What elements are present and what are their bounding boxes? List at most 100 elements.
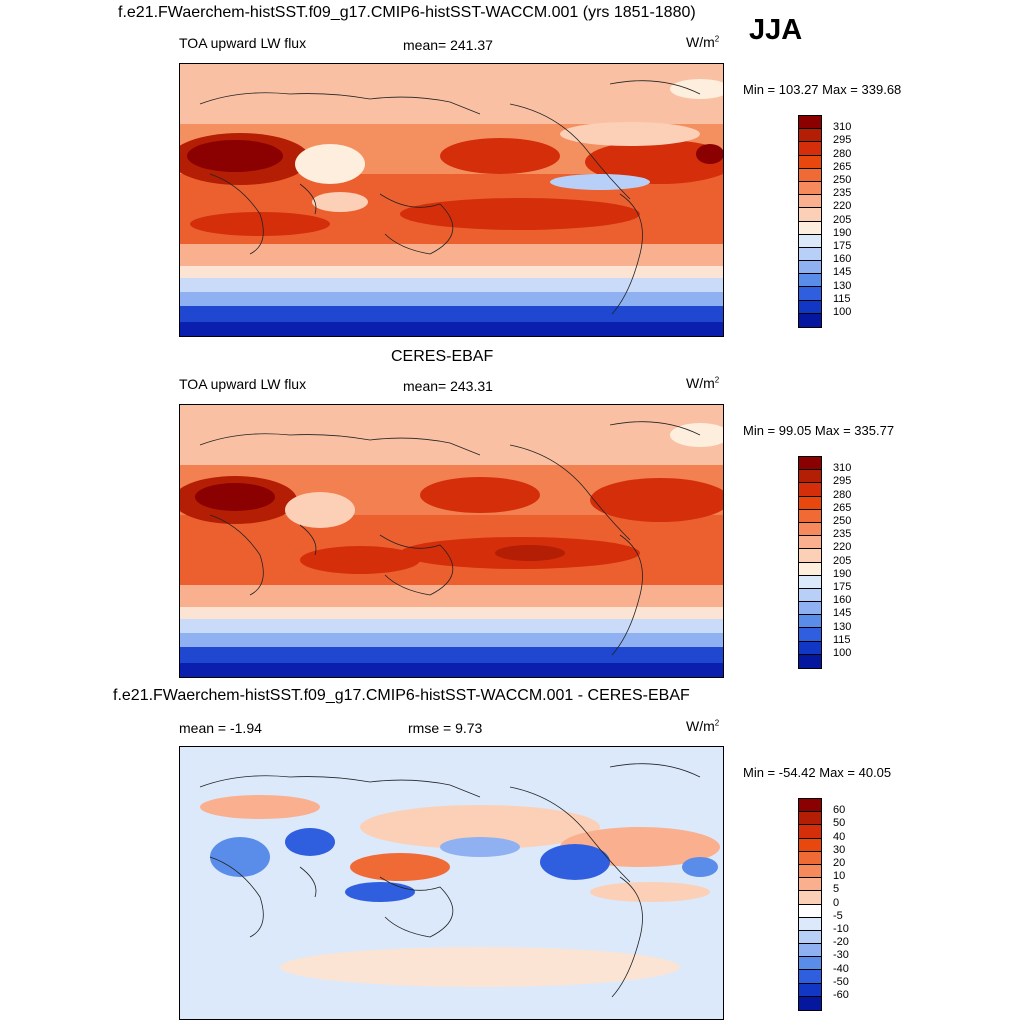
colorbar-swatch [799, 851, 821, 865]
colorbar-swatch [799, 195, 821, 209]
colorbar-swatch [799, 878, 821, 892]
colorbar-tick-label: 190 [833, 567, 852, 580]
colorbar-tick-label: 265 [833, 501, 852, 514]
colorbar-swatch [799, 983, 821, 997]
colorbar-swatch [799, 300, 821, 314]
colorbar-tick-label: 40 [833, 830, 846, 843]
colorbar-tick-label: 265 [833, 160, 852, 173]
map-obs [179, 404, 724, 678]
colorbar-swatch [799, 654, 821, 668]
colorbar-tick-label: 280 [833, 147, 852, 160]
colorbar-swatch [799, 221, 821, 235]
colorbar-swatch [799, 602, 821, 616]
panel-obs-minmax: Min = 99.05 Max = 335.77 [743, 423, 895, 438]
colorbar-tick-label: -30 [833, 949, 849, 962]
colorbar-swatch [799, 944, 821, 958]
colorbar-tick-label: 20 [833, 857, 846, 869]
colorbar-tick-label: 190 [833, 226, 852, 239]
colorbar-tick-label: 50 [833, 817, 846, 830]
panel-obs-left-label: TOA upward LW flux [179, 376, 307, 392]
colorbar-tick-label: -60 [833, 989, 849, 1001]
colorbar-tick-label: 115 [833, 633, 851, 646]
colorbar-swatch [799, 168, 821, 182]
colorbar-swatch [799, 470, 821, 484]
panel-obs-units: W/m2 [686, 375, 720, 391]
map-obs-field [180, 405, 723, 677]
colorbar-swatch [799, 509, 821, 523]
colorbar-tick-label: 60 [833, 804, 846, 817]
panel-diff-units: W/m2 [686, 718, 720, 734]
colorbar-tick-label: 205 [833, 554, 852, 567]
colorbar-tick-label: 205 [833, 213, 852, 226]
colorbar-tick-label: 5 [833, 883, 840, 896]
panel-diff-rmse-label: rmse = 9.73 [408, 720, 483, 736]
colorbar-tick-label: 175 [833, 240, 852, 252]
colorbar-tick-label: 235 [833, 187, 852, 200]
colorbar-tick-label: -40 [833, 962, 849, 975]
panel-model-minmax: Min = 103.27 Max = 339.68 [743, 82, 902, 97]
colorbar-swatch [799, 313, 821, 327]
colorbar-tick-label: 310 [833, 121, 852, 134]
colorbar-swatch [799, 930, 821, 945]
colorbar-tick-label: 160 [833, 594, 852, 607]
colorbar-swatch [799, 129, 821, 143]
colorbar-tick-label: 220 [833, 200, 852, 213]
colorbar-tick-label: 220 [833, 541, 852, 554]
colorbar-tick-label: 280 [833, 488, 852, 501]
colorbar-swatch [799, 181, 821, 196]
colorbar-tick-label: 235 [833, 528, 852, 541]
colorbar-tick-label: 100 [833, 306, 852, 318]
colorbar-swatch [799, 996, 821, 1010]
colorbar-swatch [799, 957, 821, 971]
map-model [179, 63, 724, 337]
panel-diff-minmax: Min = -54.42 Max = 40.05 [743, 765, 892, 780]
colorbar-tick-label: 250 [833, 515, 852, 527]
colorbar-swatch [799, 641, 821, 655]
colorbar-swatch [799, 155, 821, 169]
colorbar-diff [798, 798, 822, 1012]
colorbar-swatch [799, 549, 821, 563]
colorbar-swatch [799, 274, 821, 288]
colorbar-swatch [799, 234, 821, 248]
colorbar-swatch [799, 208, 821, 222]
colorbar-swatch [799, 483, 821, 497]
colorbar-tick-label: 100 [833, 647, 852, 659]
colorbar-swatch [799, 247, 821, 262]
colorbar-tick-label: -20 [833, 936, 849, 949]
panel-model-mean-label: mean= 241.37 [403, 37, 493, 53]
colorbar-swatch [799, 917, 821, 931]
colorbar-tick-label: 145 [833, 607, 852, 620]
colorbar-swatch [799, 496, 821, 510]
colorbar-tick-label: 0 [833, 896, 840, 909]
colorbar-swatch [799, 864, 821, 879]
colorbar-tick-label: 160 [833, 253, 852, 266]
colorbar-swatch [799, 825, 821, 839]
panel-model-units: W/m2 [686, 34, 720, 50]
colorbar-tick-label: 295 [833, 134, 852, 147]
panel-diff-title: f.e21.FWaerchem-histSST.f09_g17.CMIP6-hi… [113, 687, 690, 704]
colorbar-swatch [799, 457, 821, 471]
colorbar-swatch [799, 261, 821, 275]
colorbar-tick-label: 130 [833, 620, 852, 633]
panel-diff-mean-label: mean = -1.94 [179, 720, 262, 736]
panel-obs-mean-label: mean= 243.31 [403, 378, 493, 394]
season-label: JJA [749, 14, 803, 46]
colorbar-tick-label: 250 [833, 174, 852, 186]
colorbar-swatch [799, 562, 821, 576]
colorbar-tick-label: 130 [833, 279, 852, 292]
colorbar-swatch [799, 970, 821, 984]
colorbar-swatch [799, 536, 821, 550]
colorbar-tick-label: -10 [833, 923, 849, 935]
colorbar-swatch [799, 812, 821, 826]
colorbar-swatch [799, 891, 821, 905]
colorbar-swatch [799, 628, 821, 642]
panel-obs-title: CERES-EBAF [391, 348, 494, 365]
colorbar-swatch [799, 575, 821, 589]
colorbar-tick-label: 115 [833, 292, 851, 305]
colorbar-swatch [799, 615, 821, 629]
colorbar-swatch [799, 522, 821, 537]
colorbar-swatch [799, 799, 821, 813]
colorbar-swatch [799, 142, 821, 156]
colorbar-swatch [799, 904, 821, 918]
map-model-field [180, 64, 723, 336]
